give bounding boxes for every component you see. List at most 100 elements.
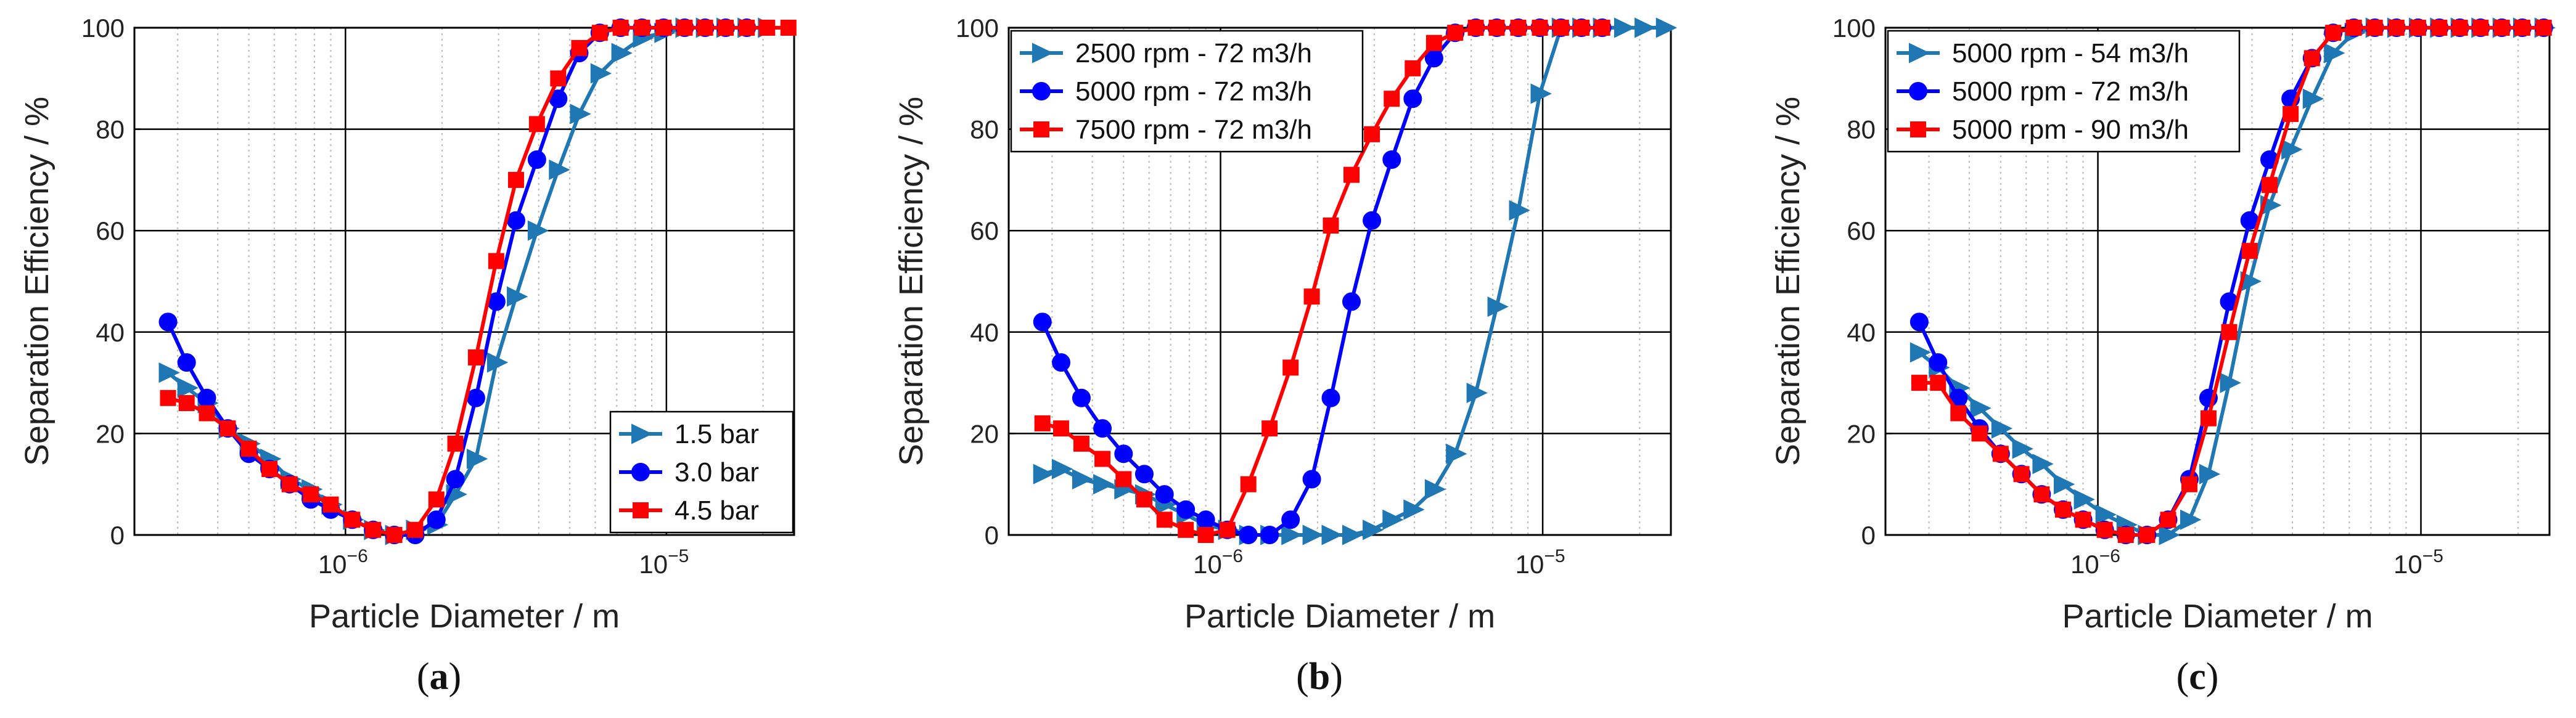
- data-point: [634, 20, 650, 36]
- data-point: [1466, 382, 1488, 404]
- data-point: [2054, 474, 2075, 495]
- legend-entry: 1.5 bar: [675, 419, 759, 449]
- legend-marker: [1909, 43, 1930, 63]
- panel-label: (a): [417, 656, 461, 698]
- data-point: [1093, 474, 1115, 495]
- data-point: [611, 43, 633, 63]
- legend: 5000 rpm - 54 m3/h 5000 rpm - 72 m3/h 5000…: [1887, 30, 2241, 153]
- data-point: [2493, 20, 2510, 36]
- data-point: [1403, 89, 1422, 108]
- data-point: [1281, 510, 1300, 529]
- data-point: [1614, 17, 1636, 38]
- data-point: [158, 312, 178, 332]
- data-point: [1282, 359, 1299, 376]
- data-point: [2055, 501, 2072, 518]
- y-axis-label: Separation Efficiency / %: [18, 97, 55, 466]
- data-point: [1303, 288, 1320, 305]
- data-point: [160, 390, 176, 406]
- legend-entry: 7500 rpm - 72 m3/h: [1075, 115, 1312, 145]
- y-tick-label: 40: [96, 318, 125, 347]
- data-point: [2096, 521, 2113, 538]
- data-point: [197, 388, 216, 407]
- data-point: [199, 405, 215, 422]
- data-point: [1384, 91, 1400, 107]
- legend-box: [1887, 30, 2241, 153]
- data-point: [178, 395, 195, 412]
- legend-marker: [1033, 121, 1049, 137]
- y-tick-label: 60: [96, 216, 125, 245]
- data-point: [1971, 425, 1988, 442]
- chart-panel-c: 0 20 40 60 80 100 10−6 10−5 Particle Diameter / …: [1770, 14, 2556, 698]
- data-point: [2220, 372, 2241, 393]
- data-point: [466, 388, 485, 407]
- data-point: [1488, 20, 1505, 36]
- plot-frame: [1884, 27, 2551, 536]
- data-point: [1655, 17, 1678, 38]
- data-point: [1052, 353, 1071, 372]
- data-point: [759, 20, 776, 36]
- series-2: [160, 20, 797, 543]
- panel-label: (b): [1296, 656, 1343, 698]
- data-point: [1178, 521, 1194, 538]
- data-point: [1321, 388, 1340, 407]
- data-point: [1240, 476, 1257, 492]
- data-point: [177, 353, 196, 372]
- data-point: [1094, 451, 1111, 467]
- data-point: [2199, 463, 2221, 484]
- plot-frame: [133, 27, 795, 536]
- data-point: [1176, 500, 1196, 519]
- data-point: [1156, 512, 1173, 528]
- data-point: [1115, 471, 1132, 488]
- data-point: [1093, 419, 1112, 438]
- data-point: [281, 476, 298, 492]
- data-point: [486, 352, 509, 373]
- y-tick-label: 100: [81, 14, 125, 43]
- data-point: [1342, 524, 1364, 545]
- data-point: [2180, 509, 2202, 530]
- legend-marker: [1909, 82, 1927, 100]
- data-point: [550, 70, 567, 87]
- data-point: [527, 150, 546, 169]
- y-tick-label: 60: [970, 216, 999, 245]
- data-point: [428, 491, 445, 508]
- data-point: [2410, 20, 2426, 36]
- data-point: [1196, 510, 1215, 529]
- y-tick-label: 0: [985, 521, 999, 550]
- y-axis-label: Separation Efficiency / %: [893, 97, 930, 466]
- data-point: [1260, 526, 1279, 544]
- data-point: [1363, 520, 1384, 541]
- data-point: [1219, 521, 1236, 538]
- data-point: [1302, 524, 1324, 545]
- data-point: [488, 253, 504, 269]
- y-tick-label: 80: [96, 115, 125, 144]
- data-point: [158, 362, 180, 383]
- y-tick-label: 0: [1861, 521, 1876, 550]
- legend-marker: [631, 423, 653, 444]
- data-point: [427, 510, 446, 529]
- y-tick-label: 100: [1832, 14, 1876, 43]
- y-tick-label: 0: [110, 521, 125, 550]
- data-point: [2302, 88, 2324, 109]
- data-point: [717, 20, 734, 36]
- data-point: [303, 486, 319, 503]
- legend: 2500 rpm - 72 m3/h 5000 rpm - 72 m3/h 7500…: [1010, 30, 1364, 153]
- data-point: [2139, 527, 2156, 543]
- data-point: [676, 20, 693, 36]
- data-point: [591, 25, 608, 41]
- data-point: [549, 159, 570, 181]
- legend-marker: [633, 502, 649, 518]
- x-axis-label: Particle Diameter / m: [2062, 598, 2373, 635]
- x-tick-label: 10−5: [2393, 546, 2443, 579]
- data-point: [2472, 20, 2489, 36]
- data-point: [1072, 388, 1091, 407]
- data-point: [1342, 292, 1361, 311]
- data-point: [1052, 459, 1073, 479]
- x-axis-label: Particle Diameter / m: [1184, 598, 1495, 635]
- data-point: [1532, 20, 1548, 36]
- legend-entry: 5000 rpm - 54 m3/h: [1952, 38, 2189, 68]
- y-tick-label: 80: [970, 115, 999, 144]
- data-point: [1992, 446, 2009, 462]
- panel-label: (c): [2176, 656, 2219, 698]
- data-point: [570, 104, 591, 124]
